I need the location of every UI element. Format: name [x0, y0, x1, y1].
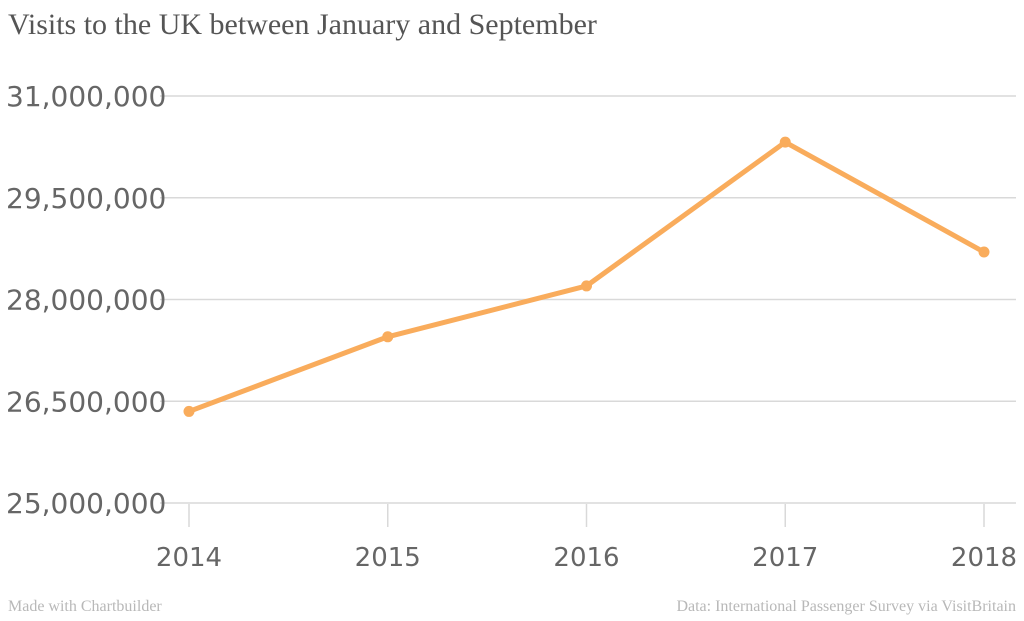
series-line	[186, 139, 987, 414]
x-tick-label: 2017	[752, 543, 818, 573]
data-point	[779, 136, 791, 148]
x-axis-ticks: 2014 2015 2016 2017 2018	[156, 504, 1017, 573]
data-point	[183, 405, 195, 417]
data-point	[581, 280, 592, 292]
y-tick-label: 26,500,000	[6, 385, 166, 418]
x-tick-label: 2015	[355, 543, 421, 573]
x-tick-label: 2016	[553, 543, 619, 573]
series-group	[183, 136, 990, 417]
chart-title: Visits to the UK between January and Sep…	[8, 8, 597, 41]
data-point	[382, 331, 394, 343]
data-point	[978, 246, 990, 258]
x-tick-label: 2014	[156, 543, 222, 573]
x-tick-label: 2018	[951, 543, 1017, 573]
credit-text: Made with Chartbuilder	[8, 598, 162, 615]
y-axis-tick-labels: 25,000,000 26,500,000 28,000,000 29,500,000…	[6, 80, 166, 520]
y-tick-label: 29,500,000	[6, 182, 166, 215]
grid-lines	[160, 95, 1016, 504]
y-tick-label: 31,000,000	[6, 80, 166, 113]
source-text: Data: International Passenger Survey via…	[676, 598, 1016, 615]
y-tick-label: 25,000,000	[6, 487, 166, 520]
y-tick-label: 28,000,000	[6, 284, 166, 317]
